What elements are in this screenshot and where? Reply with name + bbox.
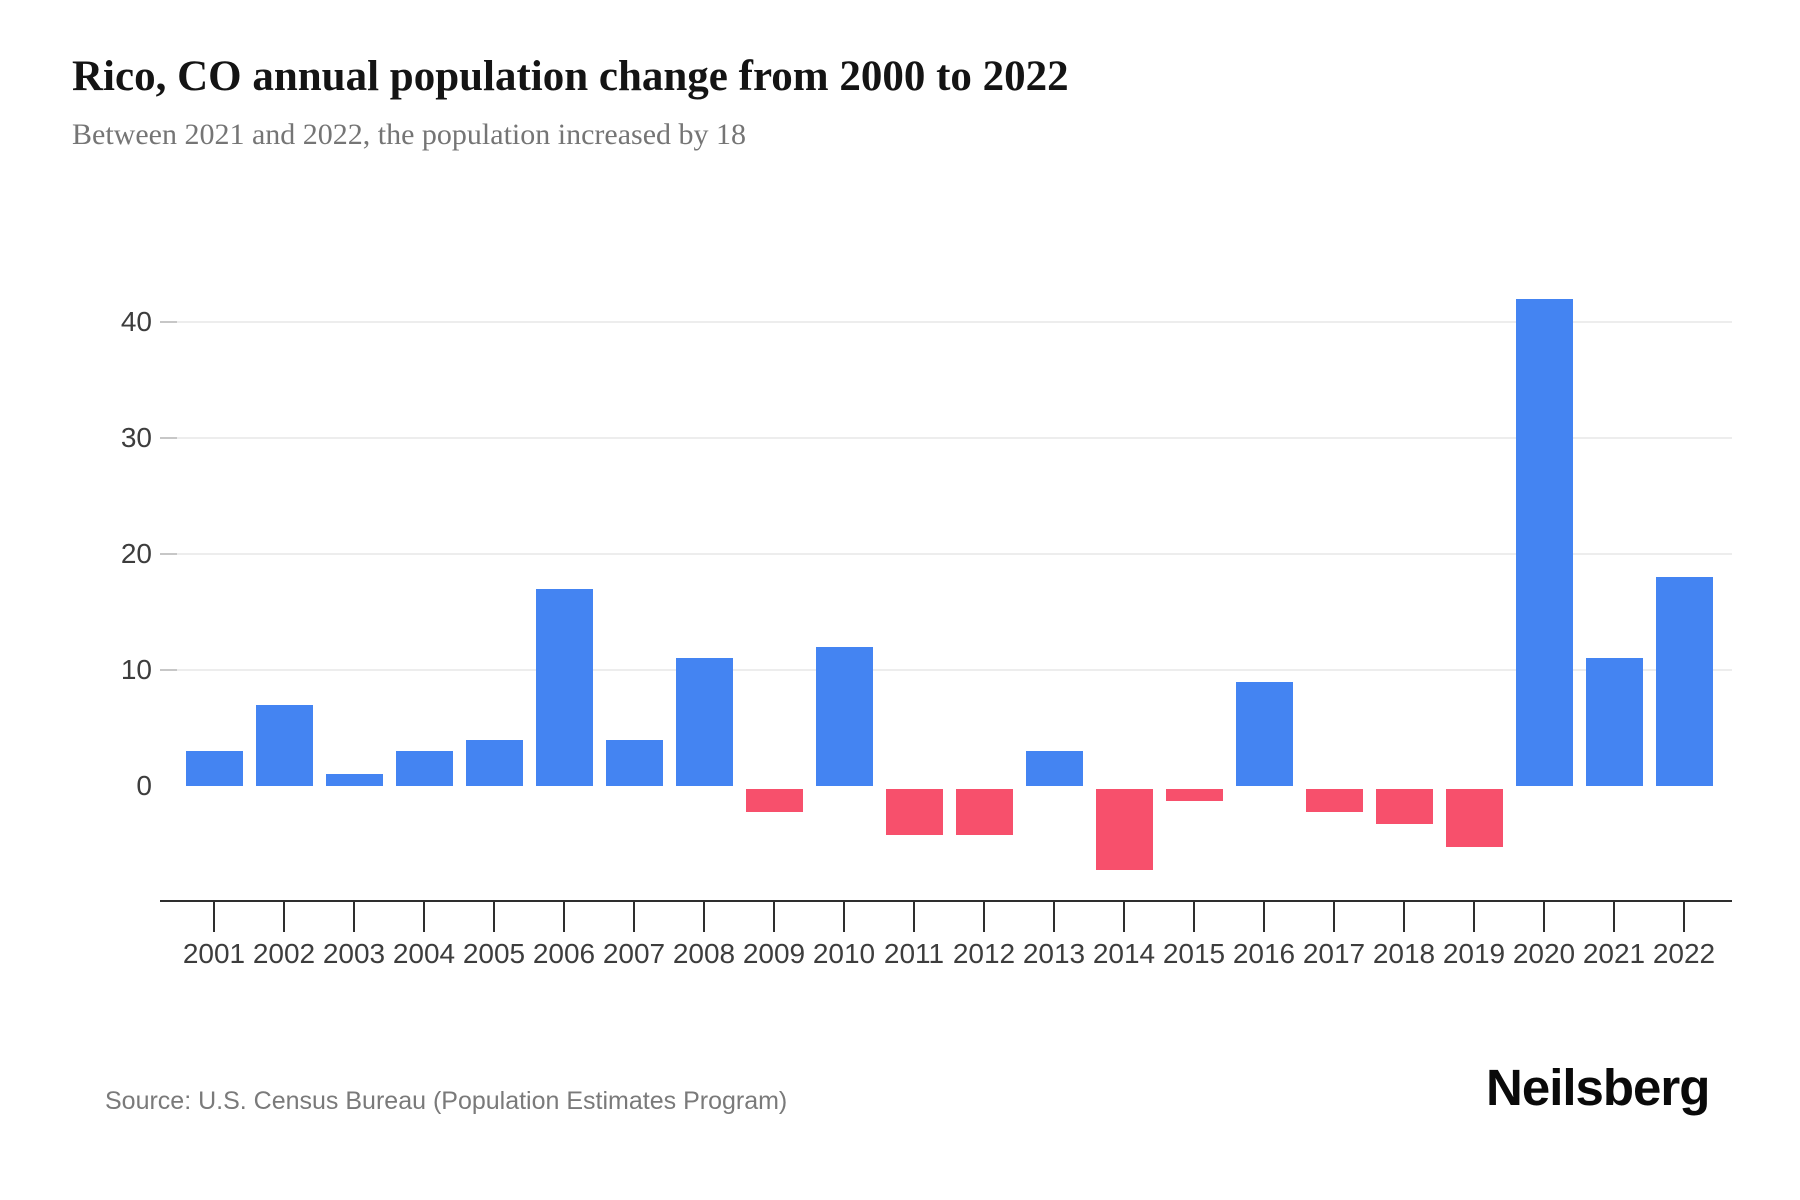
x-tick-2003: [353, 902, 355, 932]
x-tick-2013: [1053, 902, 1055, 932]
gridline-stub-10: [160, 669, 177, 671]
bar-2019[interactable]: [1446, 789, 1503, 847]
x-axis-label-2006: 2006: [532, 938, 596, 969]
gridline-30: [160, 437, 1732, 439]
chart-subtitle: Between 2021 and 2022, the population in…: [72, 118, 747, 151]
x-axis-label-2022: 2022: [1652, 938, 1716, 969]
x-axis-label-2017: 2017: [1302, 938, 1366, 969]
bar-2018[interactable]: [1376, 789, 1433, 824]
x-axis-label-2012: 2012: [952, 938, 1016, 969]
x-tick-2018: [1403, 902, 1405, 932]
neilsberg-logo: Neilsberg: [1486, 1059, 1710, 1116]
x-tick-2014: [1123, 902, 1125, 932]
x-axis-label-2004: 2004: [392, 938, 456, 969]
x-tick-2017: [1333, 902, 1335, 932]
x-tick-2002: [283, 902, 285, 932]
x-axis-label-2010: 2010: [812, 938, 876, 969]
x-axis-label-2021: 2021: [1582, 938, 1646, 969]
bar-2009[interactable]: [746, 789, 803, 812]
x-tick-2007: [633, 902, 635, 932]
x-tick-2005: [493, 902, 495, 932]
x-tick-2006: [563, 902, 565, 932]
bar-2008[interactable]: [676, 658, 733, 786]
x-axis-label-2018: 2018: [1372, 938, 1436, 969]
y-axis-label-0: 0: [136, 770, 152, 801]
bar-2010[interactable]: [816, 647, 873, 786]
gridline-stub-40: [160, 321, 177, 323]
x-tick-2020: [1543, 902, 1545, 932]
x-axis-label-2002: 2002: [252, 938, 316, 969]
bar-2007[interactable]: [606, 740, 663, 786]
bar-2012[interactable]: [956, 789, 1013, 835]
x-tick-2019: [1473, 902, 1475, 932]
gridline-stub-20: [160, 553, 177, 555]
source-note: Source: U.S. Census Bureau (Population E…: [105, 1087, 788, 1115]
bar-2013[interactable]: [1026, 751, 1083, 786]
x-tick-2008: [703, 902, 705, 932]
x-axis-label-2005: 2005: [462, 938, 526, 969]
x-tick-2015: [1193, 902, 1195, 932]
bar-2016[interactable]: [1236, 682, 1293, 786]
y-axis-label-10: 10: [120, 654, 152, 685]
x-axis-label-2003: 2003: [322, 938, 386, 969]
bar-2014[interactable]: [1096, 789, 1153, 870]
bar-2020[interactable]: [1516, 299, 1573, 786]
y-axis-label-40: 40: [120, 306, 152, 337]
x-tick-2011: [913, 902, 915, 932]
x-axis-label-2009: 2009: [742, 938, 806, 969]
x-tick-2016: [1263, 902, 1265, 932]
x-axis-label-2020: 2020: [1512, 938, 1576, 969]
bar-2017[interactable]: [1306, 789, 1363, 812]
x-tick-2004: [423, 902, 425, 932]
x-axis-label-2001: 2001: [182, 938, 246, 969]
x-tick-2021: [1613, 902, 1615, 932]
x-axis-line: [160, 900, 1732, 902]
bar-2015[interactable]: [1166, 789, 1223, 801]
bar-2021[interactable]: [1586, 658, 1643, 786]
x-axis-label-2008: 2008: [672, 938, 736, 969]
gridline-40: [160, 321, 1732, 323]
gridline-20: [160, 553, 1732, 555]
x-tick-2009: [773, 902, 775, 932]
bar-2004[interactable]: [396, 751, 453, 786]
bar-2011[interactable]: [886, 789, 943, 835]
gridline-stub-30: [160, 437, 177, 439]
bar-2003[interactable]: [326, 774, 383, 786]
bar-2022[interactable]: [1656, 577, 1713, 786]
x-axis-label-2007: 2007: [602, 938, 666, 969]
gridline-10: [160, 669, 1732, 671]
x-axis-label-2014: 2014: [1092, 938, 1156, 969]
y-axis-label-30: 30: [120, 422, 152, 453]
x-tick-2010: [843, 902, 845, 932]
x-tick-2001: [213, 902, 215, 932]
y-axis-label-20: 20: [120, 538, 152, 569]
x-axis-label-2019: 2019: [1442, 938, 1506, 969]
x-tick-2022: [1683, 902, 1685, 932]
x-axis-label-2016: 2016: [1232, 938, 1296, 969]
x-axis-label-2013: 2013: [1022, 938, 1086, 969]
bar-2006[interactable]: [536, 589, 593, 786]
chart-title: Rico, CO annual population change from 2…: [72, 53, 1069, 100]
bar-2002[interactable]: [256, 705, 313, 786]
bar-2005[interactable]: [466, 740, 523, 786]
bar-2001[interactable]: [186, 751, 243, 786]
x-axis-label-2015: 2015: [1162, 938, 1226, 969]
x-axis-label-2011: 2011: [883, 938, 945, 969]
x-tick-2012: [983, 902, 985, 932]
